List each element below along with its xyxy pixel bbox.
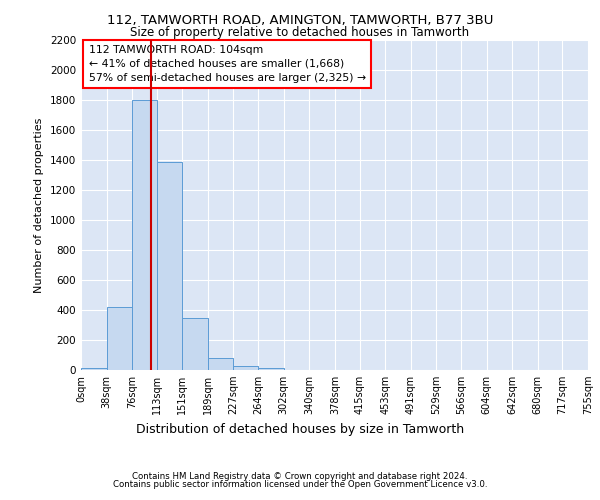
Text: 112 TAMWORTH ROAD: 104sqm
← 41% of detached houses are smaller (1,668)
57% of se: 112 TAMWORTH ROAD: 104sqm ← 41% of detac… <box>89 45 366 83</box>
Y-axis label: Number of detached properties: Number of detached properties <box>34 118 44 292</box>
Bar <box>208 358 233 370</box>
Text: Distribution of detached houses by size in Tamworth: Distribution of detached houses by size … <box>136 422 464 436</box>
Bar <box>107 307 132 370</box>
Text: Contains HM Land Registry data © Crown copyright and database right 2024.: Contains HM Land Registry data © Crown c… <box>132 472 468 481</box>
Bar <box>157 162 182 370</box>
Text: 112, TAMWORTH ROAD, AMINGTON, TAMWORTH, B77 3BU: 112, TAMWORTH ROAD, AMINGTON, TAMWORTH, … <box>107 14 493 27</box>
Bar <box>258 368 284 370</box>
Bar <box>132 100 157 370</box>
Bar <box>182 318 208 370</box>
Bar <box>233 366 258 370</box>
Text: Size of property relative to detached houses in Tamworth: Size of property relative to detached ho… <box>130 26 470 39</box>
Bar <box>81 368 107 370</box>
Text: Contains public sector information licensed under the Open Government Licence v3: Contains public sector information licen… <box>113 480 487 489</box>
